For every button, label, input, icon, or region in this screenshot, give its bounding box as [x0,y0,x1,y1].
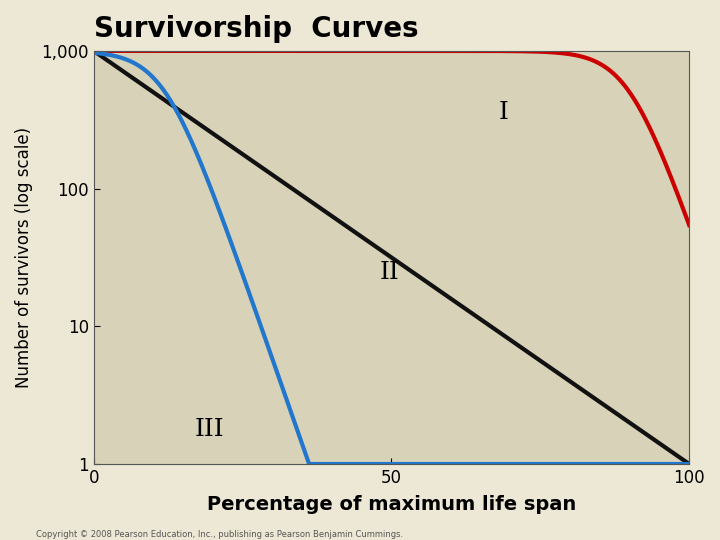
Text: II: II [379,261,400,284]
Text: I: I [499,101,508,124]
Text: Copyright © 2008 Pearson Education, Inc., publishing as Pearson Benjamin Cumming: Copyright © 2008 Pearson Education, Inc.… [36,530,403,539]
Text: III: III [195,418,225,441]
Text: Survivorship  Curves: Survivorship Curves [94,15,418,43]
X-axis label: Percentage of maximum life span: Percentage of maximum life span [207,495,576,514]
Y-axis label: Number of survivors (log scale): Number of survivors (log scale) [15,127,33,388]
